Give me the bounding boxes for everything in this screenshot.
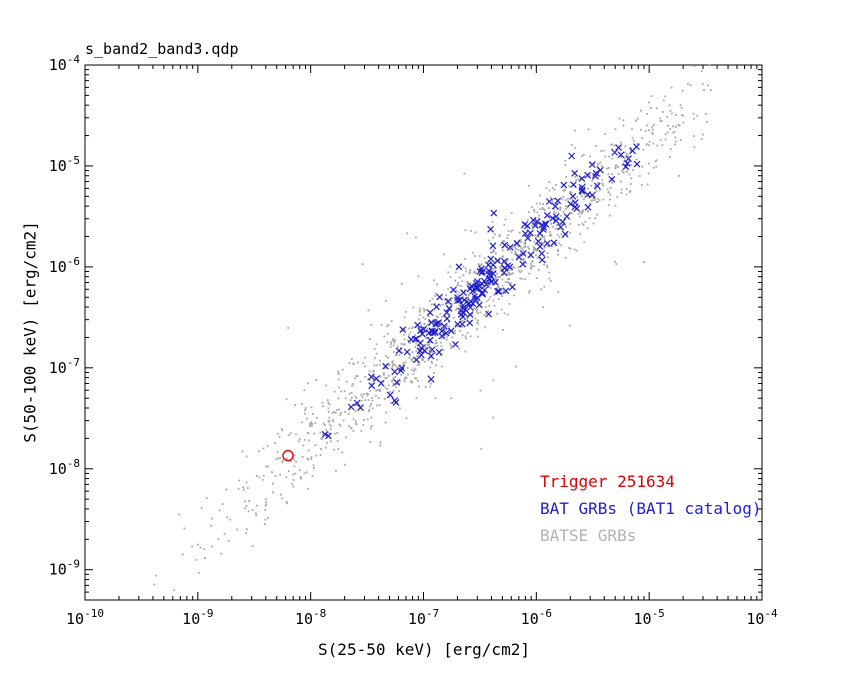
svg-text:10-4: 10-4 [49,53,81,74]
x-axis-label: S(25-50 keV) [erg/cm2] [318,640,530,659]
svg-text:10-8: 10-8 [295,607,326,628]
legend-entry-batse-grbs: BATSE GRBs [540,526,637,545]
svg-text:10-8: 10-8 [49,457,80,478]
legend-entry-bat-grbs: BAT GRBs (BAT1 catalog) [540,499,762,518]
svg-text:10-10: 10-10 [66,607,104,628]
svg-text:10-5: 10-5 [634,607,665,628]
svg-text:10-5: 10-5 [49,154,80,175]
svg-text:10-9: 10-9 [182,607,213,628]
svg-text:10-6: 10-6 [49,255,80,276]
legend-entry-trigger: Trigger 251634 [540,472,675,491]
svg-text:10-7: 10-7 [408,607,439,628]
svg-text:10-4: 10-4 [746,607,778,628]
svg-text:10-6: 10-6 [521,607,552,628]
svg-text:10-7: 10-7 [49,356,80,377]
legend: Trigger 251634 BAT GRBs (BAT1 catalog) B… [540,468,762,549]
svg-text:10-9: 10-9 [49,558,80,579]
plot-title: s_band2_band3.qdp [85,40,239,58]
y-axis-label: S(50-100 keV) [erg/cm2] [20,221,40,443]
